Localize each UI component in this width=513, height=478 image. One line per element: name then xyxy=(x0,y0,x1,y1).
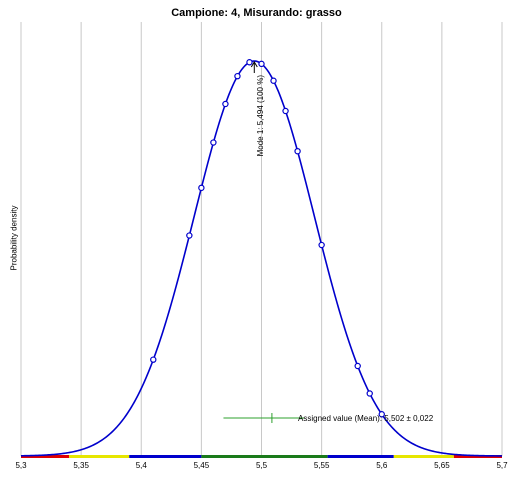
x-tick-label: 5,5 xyxy=(256,461,268,470)
data-point xyxy=(282,107,289,115)
zone-segment xyxy=(201,455,328,458)
zone-segment xyxy=(453,455,502,458)
x-tick-label: 5,7 xyxy=(496,461,508,470)
data-point xyxy=(378,411,385,418)
x-tick-labels: 5,3 5,35 5,4 5,45 5,5 5,55 5,6 5,65 5,7 xyxy=(15,461,508,470)
data-point xyxy=(234,72,241,80)
assigned-value-label: Assigned value (Mean): 5,502 ± 0,022 xyxy=(298,414,434,423)
data-point xyxy=(198,184,205,192)
zone-segment xyxy=(393,455,454,458)
data-points xyxy=(150,59,385,418)
data-point xyxy=(294,147,301,155)
x-tick-label: 5,65 xyxy=(434,461,450,470)
zone-segment xyxy=(327,455,394,458)
x-tick-label: 5,45 xyxy=(194,461,210,470)
x-tick-label: 5,3 xyxy=(15,461,27,470)
data-point xyxy=(186,232,193,239)
zone-segment xyxy=(69,455,130,458)
zone-segment xyxy=(21,455,70,458)
zone-segment xyxy=(129,455,202,458)
annotations: Mode 1: 5,494 (100 %) Assigned value (Mea… xyxy=(223,61,434,423)
mode-arrow-head xyxy=(250,61,258,68)
chart-title: Campione: 4, Misurando: grasso xyxy=(171,7,342,19)
data-point xyxy=(246,59,253,66)
data-point xyxy=(366,390,373,397)
data-point xyxy=(354,362,361,370)
data-point xyxy=(210,139,217,146)
data-point xyxy=(222,100,229,108)
x-tick-label: 5,55 xyxy=(314,461,330,470)
data-point xyxy=(270,77,277,84)
x-tick-label: 5,6 xyxy=(376,461,388,470)
data-point xyxy=(318,241,325,249)
x-tick-label: 5,35 xyxy=(73,461,89,470)
data-point xyxy=(150,356,157,363)
x-tick-label: 5,4 xyxy=(136,461,148,470)
grid-lines xyxy=(20,22,503,456)
data-point xyxy=(258,60,265,68)
zone-bar xyxy=(21,455,502,458)
mode-label: Mode 1: 5,494 (100 %) xyxy=(256,75,265,157)
